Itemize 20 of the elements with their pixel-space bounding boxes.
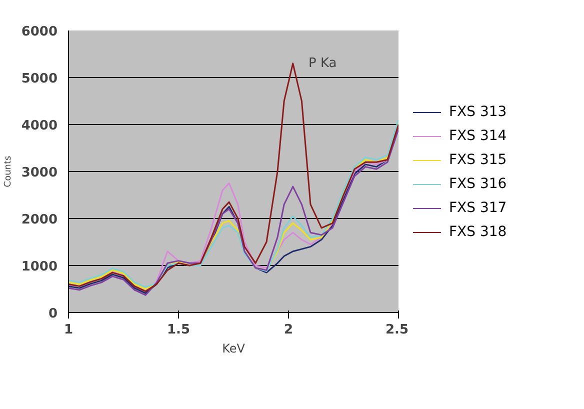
legend-label: FXS 316: [449, 175, 507, 194]
y-tick-label: 0: [48, 306, 58, 322]
annotation: P Ka: [308, 56, 337, 71]
y-tick-label: 5000: [21, 72, 58, 86]
y-tick-label: 6000: [21, 24, 58, 40]
legend-label: FXS 314: [449, 127, 507, 146]
y-tick-label: 3000: [21, 166, 58, 180]
x-tick-label: 1: [64, 322, 74, 338]
legend-label: FXS 317: [449, 199, 507, 218]
y-tick-label: 1000: [21, 260, 58, 274]
y-axis-title: Counts: [3, 155, 14, 188]
x-tick-label: 1.5: [166, 322, 190, 338]
x-tick-label: 2: [284, 322, 294, 338]
legend-label: FXS 315: [449, 151, 507, 170]
y-tick-label: 2000: [21, 212, 58, 228]
x-axis-title: KeV: [222, 342, 246, 356]
legend-label: FXS 318: [449, 223, 507, 242]
x-tick-label: 2.5: [385, 322, 408, 338]
legend-label: FXS 313: [449, 103, 507, 122]
y-tick-label: 4000: [21, 118, 58, 134]
